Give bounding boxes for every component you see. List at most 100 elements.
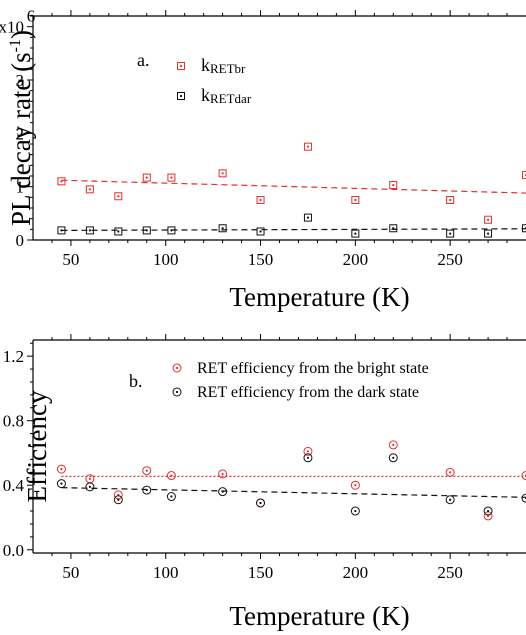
data-point-center	[486, 232, 490, 235]
data-point-center	[259, 501, 262, 505]
data-point	[218, 224, 227, 233]
data-point	[445, 467, 455, 477]
data-point	[85, 226, 94, 235]
fit-line	[61, 179, 526, 194]
data-point	[256, 498, 266, 508]
y-tick-label: 1	[16, 178, 25, 197]
data-point	[303, 142, 312, 151]
data-point	[445, 495, 455, 505]
legend-marker-center	[179, 64, 183, 68]
x-axis-title: Temperature (K)	[229, 282, 409, 312]
data-point	[166, 471, 176, 481]
data-point	[522, 224, 526, 233]
x-tick-label: 100	[153, 563, 179, 582]
data-point-center	[117, 230, 120, 233]
data-point	[350, 480, 360, 490]
data-point-center	[145, 229, 148, 232]
data-point	[57, 226, 66, 235]
x-axis-title: Temperature (K)	[229, 601, 409, 631]
data-point	[142, 466, 152, 476]
data-point-center	[117, 498, 120, 501]
data-point-center	[221, 472, 224, 476]
data-point	[113, 495, 123, 505]
legend-marker	[172, 387, 182, 397]
data-point-center	[354, 509, 357, 513]
data-point	[484, 229, 493, 238]
data-point	[167, 173, 176, 182]
y-axis-title: PL decay rate (s-1)	[6, 30, 36, 226]
x-tick-label: 150	[248, 250, 274, 269]
x-tick-label: 100	[153, 250, 179, 269]
data-point	[303, 213, 312, 222]
data-point	[114, 227, 123, 236]
data-point-center	[170, 229, 173, 232]
data-point	[218, 487, 228, 497]
data-point	[166, 492, 176, 502]
data-point-center	[392, 183, 395, 187]
legend-label: RET efficiency from the dark state	[197, 384, 419, 401]
data-point-center	[88, 485, 91, 488]
data-point	[142, 485, 152, 495]
data-point-center	[354, 232, 357, 235]
data-point-center	[392, 456, 395, 459]
data-point	[484, 215, 493, 224]
fit-line	[61, 487, 526, 498]
legend-marker-center	[175, 390, 179, 394]
data-point	[522, 170, 526, 179]
data-point	[303, 453, 313, 463]
legend-marker	[177, 92, 185, 100]
y-tick-label: 4x10	[0, 18, 24, 37]
data-point	[389, 224, 398, 233]
y-tick-label: 0.8	[3, 412, 24, 431]
x-tick-label: 250	[437, 250, 463, 269]
data-point-center	[145, 469, 148, 472]
data-point-center	[60, 467, 63, 471]
legend-marker	[177, 62, 185, 70]
data-point-center	[170, 176, 173, 179]
data-point-center	[60, 482, 63, 485]
data-point-center	[145, 488, 148, 492]
data-point-center	[392, 443, 395, 446]
panel-label: a.	[137, 50, 150, 70]
plot-area	[57, 142, 526, 238]
data-point	[57, 177, 66, 186]
legend-label: kRETdar	[201, 85, 252, 106]
data-point-center	[170, 474, 173, 477]
plot-area	[56, 440, 526, 521]
data-point-center	[486, 218, 490, 221]
data-point	[85, 185, 94, 194]
data-point-center	[306, 216, 310, 219]
data-point	[388, 453, 398, 463]
data-point	[446, 229, 455, 238]
data-point-center	[60, 180, 63, 183]
data-point-center	[259, 230, 262, 233]
data-point	[218, 169, 227, 178]
data-point-center	[306, 450, 310, 453]
data-point	[446, 196, 455, 204]
data-point	[114, 192, 123, 201]
data-point-center	[259, 198, 262, 202]
data-point-center	[306, 145, 310, 148]
data-point	[56, 479, 66, 489]
data-point	[142, 173, 151, 182]
data-point-center	[354, 198, 357, 202]
data-point	[256, 227, 265, 236]
data-point-center	[170, 495, 173, 498]
x-tick-label: 200	[343, 250, 369, 269]
data-point-center	[88, 188, 91, 191]
data-point	[388, 440, 398, 450]
data-point	[351, 196, 360, 204]
x-tick-label: 200	[343, 563, 369, 582]
data-point-center	[88, 477, 91, 480]
data-point-center	[221, 227, 224, 230]
y-tick-label: 2	[16, 124, 25, 143]
data-point-center	[221, 490, 224, 493]
data-point	[483, 506, 493, 516]
legend-marker-center	[179, 94, 183, 98]
data-point	[167, 226, 176, 235]
legend-marker	[172, 363, 182, 373]
data-point-center	[449, 498, 452, 501]
fit-line	[61, 228, 526, 231]
data-point-center	[117, 195, 120, 198]
